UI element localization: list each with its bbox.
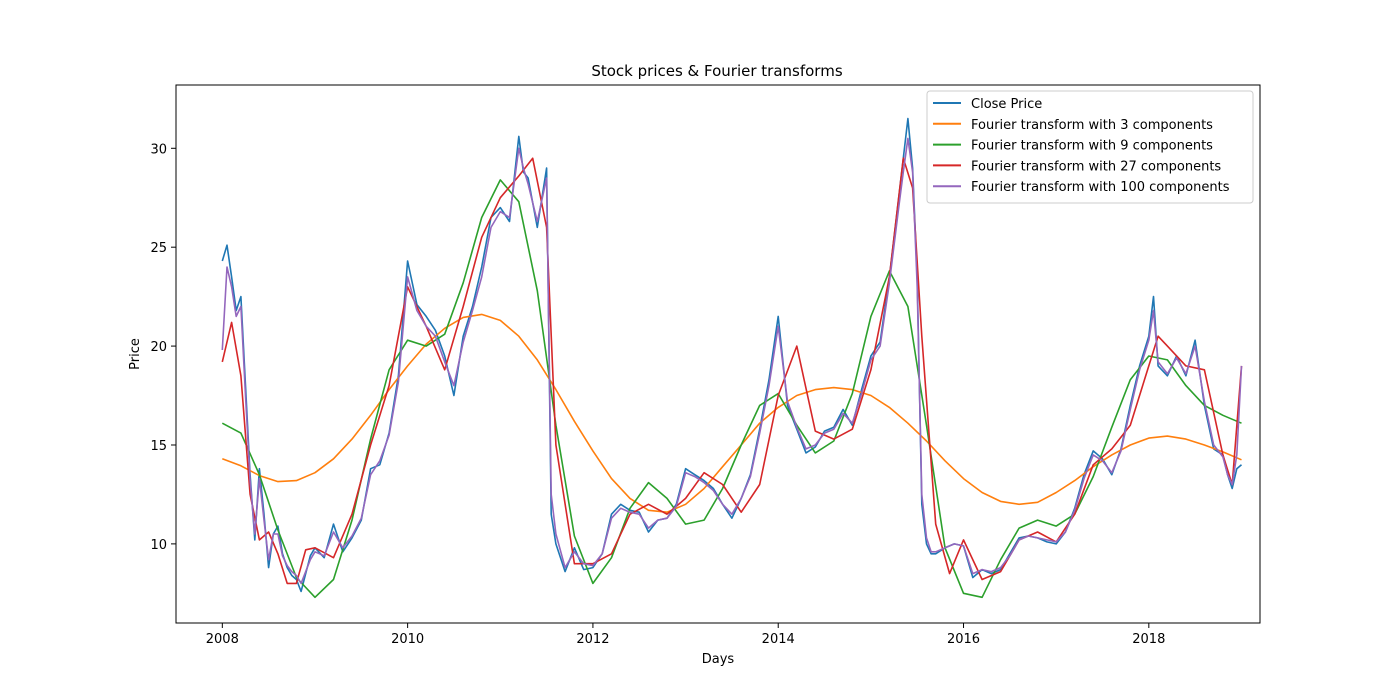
x-tick-label: 2016 [947,632,980,647]
legend-entry-label: Fourier transform with 100 components [971,180,1230,195]
y-axis-label: Price [128,338,143,370]
x-axis-label: Days [702,652,735,667]
x-tick-label: 2012 [576,632,609,647]
plot-area [175,84,1261,624]
x-tick-label: 2014 [762,632,795,647]
y-tick-label: 20 [150,340,167,355]
y-tick-label: 15 [150,439,167,454]
legend-entry-label: Fourier transform with 3 components [971,118,1213,133]
x-tick-label: 2018 [1132,632,1165,647]
series-group [221,117,1243,599]
legend-entry-label: Fourier transform with 27 components [971,159,1221,174]
y-tick-label: 25 [150,241,167,256]
plot-frame [175,84,1261,624]
y-axis: 10 15 20 25 30 [150,142,176,553]
x-tick-label: 2010 [391,632,424,647]
series-line-2 [222,313,1242,514]
y-tick-label: 30 [150,142,167,157]
legend-entry-label: Fourier transform with 9 components [971,139,1213,154]
legend: Close Price Fourier transform with 3 comp… [926,90,1254,204]
chart-title: Stock prices & Fourier transforms [591,62,842,80]
x-tick-label: 2008 [206,632,239,647]
series-line-4 [221,157,1243,585]
series-line-5 [221,137,1243,585]
x-axis: 2008 2010 2012 2014 2016 2018 [206,623,1165,647]
legend-entry-label: Close Price [971,97,1042,112]
legend-box [926,90,1254,204]
y-tick-label: 10 [150,538,167,553]
